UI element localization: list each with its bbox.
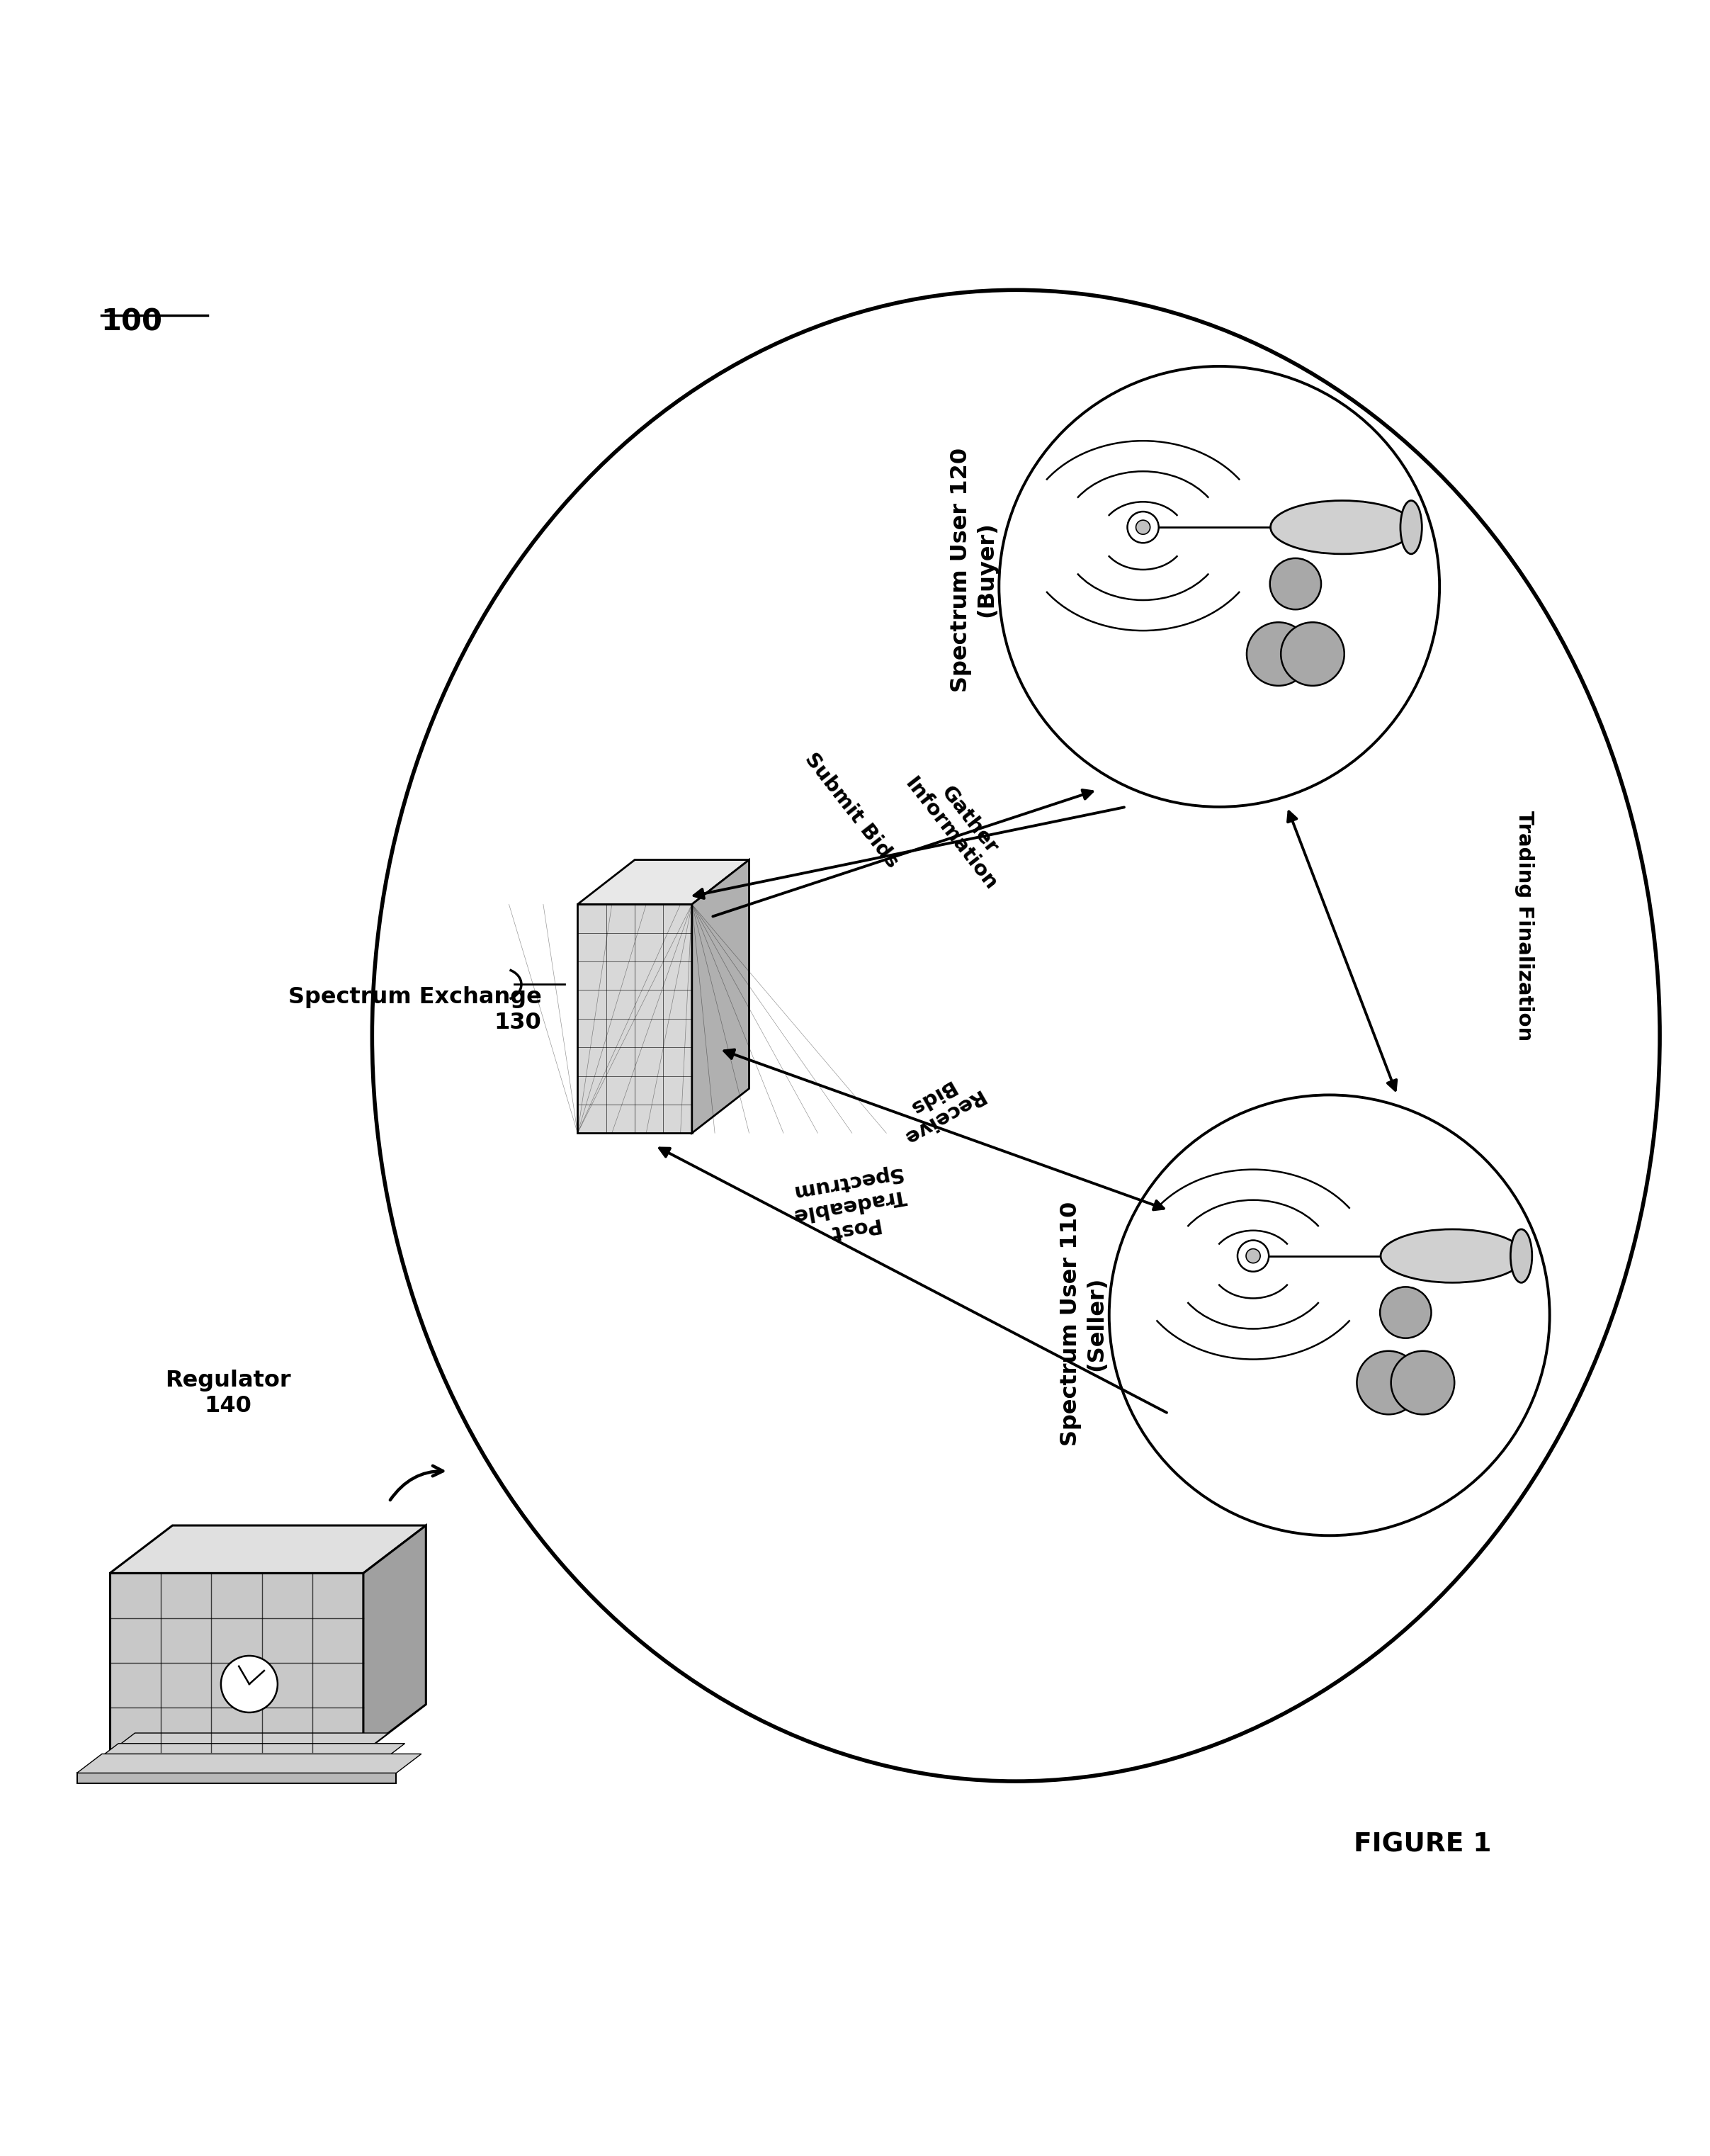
Text: Spectrum User 110
(Seller): Spectrum User 110 (Seller): [1060, 1201, 1108, 1447]
Text: Trading Finalization: Trading Finalization: [1515, 811, 1534, 1041]
FancyBboxPatch shape: [94, 1764, 380, 1772]
Polygon shape: [578, 903, 693, 1134]
Ellipse shape: [1271, 500, 1414, 554]
Circle shape: [1356, 1352, 1421, 1414]
FancyBboxPatch shape: [77, 1772, 397, 1783]
Circle shape: [1247, 1248, 1260, 1263]
Polygon shape: [363, 1526, 426, 1753]
Circle shape: [1110, 1095, 1549, 1535]
Ellipse shape: [1510, 1229, 1532, 1283]
Circle shape: [999, 367, 1440, 806]
Polygon shape: [578, 860, 749, 903]
Text: 100: 100: [101, 306, 162, 336]
Text: Gather
Information: Gather Information: [901, 761, 1019, 895]
Circle shape: [1390, 1352, 1455, 1414]
Circle shape: [221, 1656, 277, 1712]
Text: Post
Tradeable
Spectrum: Post Tradeable Spectrum: [788, 1162, 911, 1248]
Polygon shape: [109, 1574, 363, 1753]
Ellipse shape: [1380, 1229, 1524, 1283]
Ellipse shape: [373, 291, 1660, 1781]
Text: Spectrum Exchange
130: Spectrum Exchange 130: [289, 987, 542, 1035]
Text: Receive
Bids: Receive Bids: [886, 1065, 987, 1147]
Text: FIGURE 1: FIGURE 1: [1354, 1833, 1491, 1858]
Polygon shape: [109, 1733, 388, 1753]
Circle shape: [1238, 1240, 1269, 1272]
Text: Regulator
140: Regulator 140: [166, 1369, 291, 1416]
Circle shape: [1247, 623, 1310, 686]
Circle shape: [1281, 623, 1344, 686]
Circle shape: [1135, 520, 1151, 535]
Polygon shape: [109, 1526, 426, 1574]
Circle shape: [1380, 1287, 1431, 1339]
Circle shape: [1271, 558, 1322, 610]
Polygon shape: [693, 860, 749, 1134]
Text: Spectrum User 120
(Buyer): Spectrum User 120 (Buyer): [951, 446, 997, 692]
FancyBboxPatch shape: [109, 1753, 363, 1764]
Circle shape: [1127, 511, 1159, 543]
Polygon shape: [77, 1753, 421, 1772]
Polygon shape: [94, 1744, 405, 1764]
Ellipse shape: [1400, 500, 1423, 554]
Text: Submit Bids: Submit Bids: [800, 748, 903, 871]
